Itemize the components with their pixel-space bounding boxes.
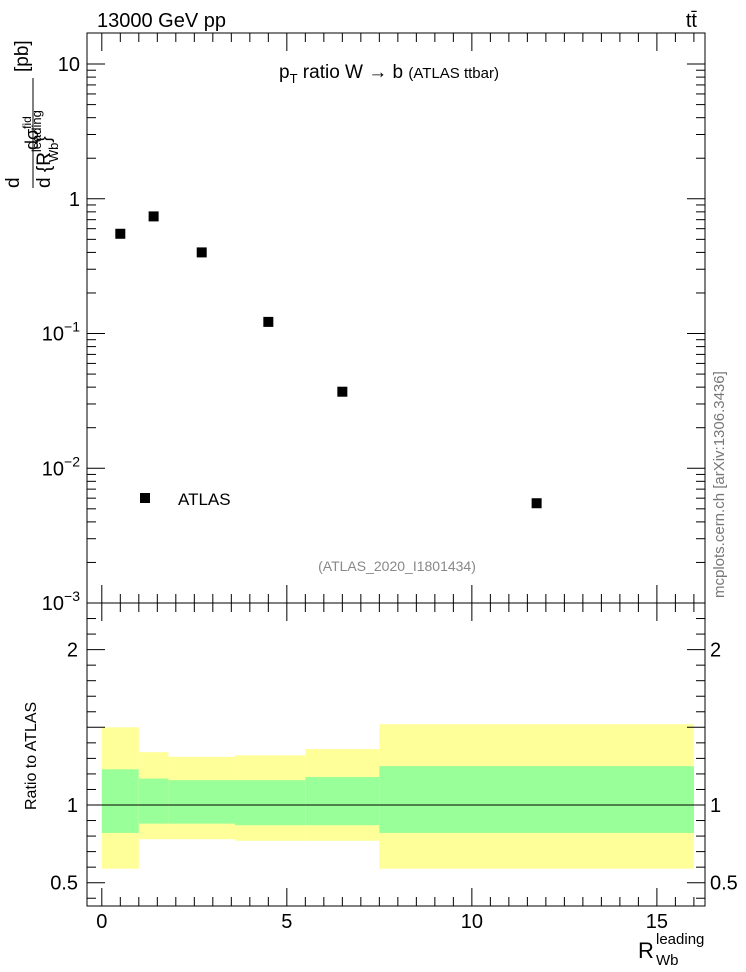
ratio-inner-band-2 (168, 780, 236, 824)
svg-text:leading: leading (656, 931, 704, 948)
tick-labels: 10 1 10−1 10−2 10−3 0.5 0.5 1 1 2 2 0 5 10 15 (42, 54, 738, 933)
ratio-bands (101, 724, 694, 869)
main-y-tick-label-2: 10−1 (42, 319, 80, 346)
legend-entry-atlas: ATLAS (178, 490, 231, 509)
main-y-tick-label-0: 10 (58, 54, 80, 76)
x-tick-label-2: 10 (461, 911, 483, 933)
data-point-5 (531, 498, 542, 509)
main-title: pT ratio W → b (ATLAS ttbar) (279, 62, 499, 86)
data-point-0 (115, 228, 126, 239)
title-arrow: → (368, 62, 387, 83)
x-tick-label-1: 5 (281, 911, 292, 933)
energy-label: 13000 GeV pp (97, 10, 226, 32)
ratio-y-tick-label-right-1: 1 (710, 795, 721, 817)
ratio-y-tick-label-right-0: 0.5 (710, 873, 738, 895)
legend-marker-square (140, 493, 150, 503)
ratio-inner-band-3 (235, 780, 306, 826)
x-tick-label-3: 15 (646, 911, 668, 933)
main-y-label: d dσfid d {RleadingWb} [pb] (3, 40, 61, 188)
ratio-plot-frame (86, 602, 706, 907)
legend: ATLAS (140, 490, 231, 509)
process-label: tt̄ (686, 10, 698, 32)
svg-text:Wb: Wb (656, 952, 679, 969)
data-points (115, 211, 542, 509)
ratio-inner-band-4 (305, 777, 380, 826)
svg-text:d: d (3, 177, 24, 188)
main-plot-frame (86, 32, 706, 604)
data-point-4 (337, 386, 348, 397)
title-paren: (ATLAS ttbar) (408, 65, 499, 82)
ratio-y-tick-label-left-1: 1 (67, 795, 78, 817)
title-main: ratio W (303, 62, 363, 83)
data-point-3 (263, 316, 274, 327)
data-point-2 (196, 247, 207, 258)
x-axis-label: R leading Wb (638, 931, 704, 969)
svg-text:[pb]: [pb] (12, 40, 33, 72)
data-point-1 (148, 211, 159, 222)
ratio-inner-band-0 (101, 769, 139, 833)
ratio-inner-band-5 (379, 766, 694, 833)
svg-text:R: R (638, 938, 654, 963)
title-p: p (279, 62, 290, 83)
x-tick-label-0: 0 (96, 911, 107, 933)
ratio-y-label: Ratio to ATLAS (23, 702, 40, 810)
main-y-tick-label-4: 10−3 (42, 588, 80, 615)
ratio-y-tick-label-left-0: 0.5 (50, 873, 78, 895)
ratio-y-tick-label-right-2: 2 (710, 640, 721, 662)
main-y-tick-label-3: 10−2 (42, 453, 80, 480)
ratio-inner-band-1 (138, 778, 169, 824)
svg-text:dσfid: dσfid (20, 116, 42, 150)
side-watermark: mcplots.cern.ch [arXiv:1306.3436] (711, 371, 728, 598)
main-y-tick-label-1: 1 (69, 189, 80, 211)
axis-ticks (87, 33, 705, 906)
ratio-y-tick-label-left-2: 2 (67, 640, 78, 662)
svg-text:d {RleadingWb}: d {RleadingWb} (29, 110, 61, 188)
title-sub: T (290, 71, 298, 86)
analysis-id-annotation: (ATLAS_2020_I1801434) (318, 558, 476, 574)
title-b: b (393, 62, 404, 83)
